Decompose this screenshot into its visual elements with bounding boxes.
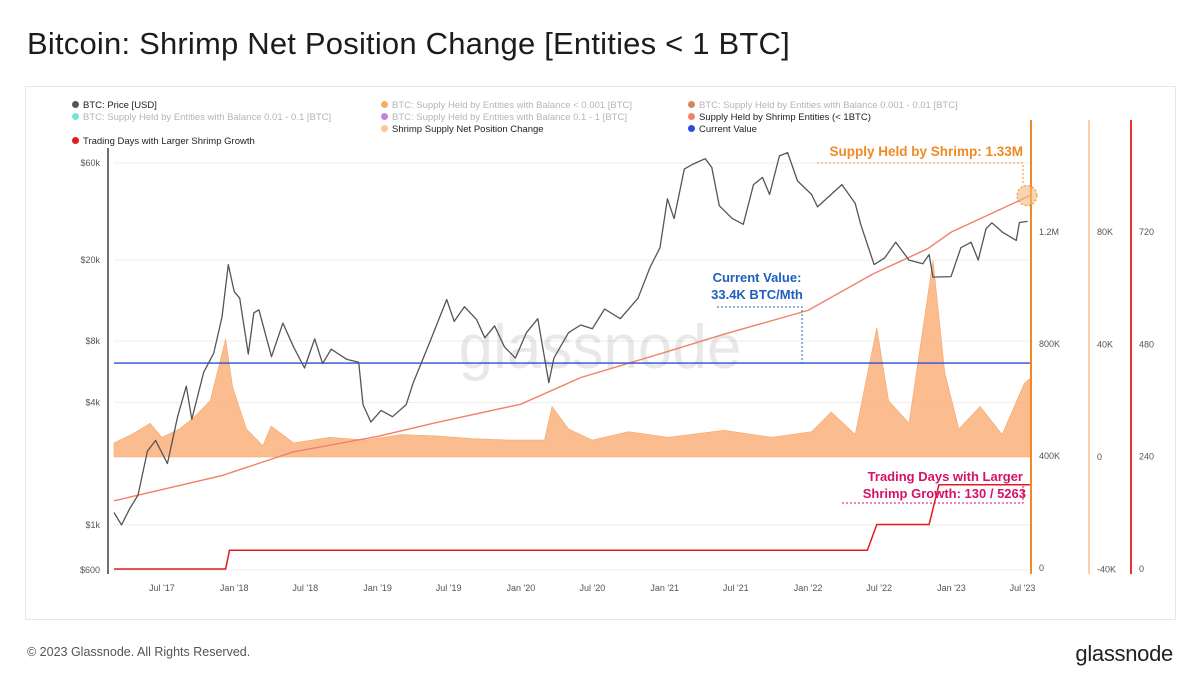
- x-tick-label: Jan '21: [650, 583, 679, 593]
- supply-tick-label: 800K: [1039, 339, 1060, 349]
- x-tick-label: Jul '19: [436, 583, 462, 593]
- price-tick-label: $4k: [85, 397, 100, 407]
- page-title: Bitcoin: Shrimp Net Position Change [Ent…: [27, 26, 790, 61]
- supply-highlight-circle: [1016, 185, 1038, 207]
- legend-label: Trading Days with Larger Shrimp Growth: [83, 136, 255, 147]
- axes: $600 $1k $4k $8k $20k $60k 0 400K 800K 1.2M -40K 0 4…: [80, 120, 1154, 593]
- price-tick-label: $1k: [85, 520, 100, 530]
- legend-item-supply-001-01[interactable]: BTC: Supply Held by Entities with Balanc…: [72, 112, 331, 125]
- supply-tick-label: 0: [1039, 563, 1044, 573]
- legend-label: Shrimp Supply Net Position Change: [392, 124, 544, 135]
- price-series: [113, 151, 1028, 526]
- x-tick-label: Jul '20: [580, 583, 606, 593]
- price-tick-label: $60k: [80, 158, 100, 168]
- legend-marker: [381, 101, 388, 108]
- legend-label: Supply Held by Shrimp Entities (< 1BTC): [699, 112, 871, 123]
- legend-marker: [72, 113, 79, 120]
- legend-item-shrimp-supply[interactable]: Supply Held by Shrimp Entities (< 1BTC): [688, 112, 871, 125]
- legend-item-current-value[interactable]: Current Value: [688, 124, 757, 137]
- current-value-annotation-line1: Current Value:: [713, 270, 802, 285]
- x-tick-label: Jan '22: [794, 583, 823, 593]
- legend-marker: [381, 113, 388, 120]
- x-tick-label: Jan '18: [220, 583, 249, 593]
- legend-item-supply-0001-001[interactable]: BTC: Supply Held by Entities with Balanc…: [688, 100, 958, 113]
- trading-days-tick-label: 480: [1139, 339, 1154, 349]
- annotations: Supply Held by Shrimp: 1.33M Current Valu…: [711, 144, 1038, 504]
- legend-item-net-position-change[interactable]: Shrimp Supply Net Position Change: [381, 124, 544, 137]
- net-change-tick-label: 0: [1097, 452, 1102, 462]
- supply-tick-label: 1.2M: [1039, 227, 1059, 237]
- supply-tick-label: 400K: [1039, 451, 1060, 461]
- legend-label: BTC: Price [USD]: [83, 100, 157, 111]
- trading-days-tick-label: 0: [1139, 564, 1144, 574]
- trading-days-tick-label: 720: [1139, 227, 1154, 237]
- x-tick-label: Jan '20: [507, 583, 536, 593]
- shrimp-supply-line: [113, 194, 1031, 502]
- x-tick-label: Jul '21: [723, 583, 749, 593]
- x-tick-label: Jan '23: [937, 583, 966, 593]
- price-line: [113, 151, 1028, 526]
- net-change-tick-label: 80K: [1097, 227, 1113, 237]
- trading-days-annotation-line2: Shrimp Growth: 130 / 5263: [863, 486, 1026, 501]
- legend-item-trading-days[interactable]: Trading Days with Larger Shrimp Growth: [72, 136, 255, 149]
- x-tick-label: Jan '19: [363, 583, 392, 593]
- chart-panel: BTC: Price [USD] BTC: Supply Held by Ent…: [25, 86, 1176, 620]
- x-tick-label: Jul '18: [292, 583, 318, 593]
- supply-annotation: Supply Held by Shrimp: 1.33M: [829, 144, 1023, 159]
- legend-label: BTC: Supply Held by Entities with Balanc…: [699, 100, 958, 111]
- trading-days-series: [114, 484, 1030, 570]
- legend-marker: [688, 125, 695, 132]
- legend-marker: [72, 101, 79, 108]
- price-tick-label: $8k: [85, 336, 100, 346]
- copyright: © 2023 Glassnode. All Rights Reserved.: [27, 645, 251, 659]
- current-value-annotation-line2: 33.4K BTC/Mth: [711, 287, 803, 302]
- supply-leader-line: [817, 162, 1024, 186]
- legend-marker: [688, 101, 695, 108]
- legend-marker: [381, 125, 388, 132]
- legend-label: BTC: Supply Held by Entities with Balanc…: [392, 112, 627, 123]
- trading-days-tick-label: 240: [1139, 452, 1154, 462]
- trading-days-annotation-line1: Trading Days with Larger: [868, 469, 1023, 484]
- net-change-series: [113, 260, 1031, 458]
- legend-item-supply-01-1[interactable]: BTC: Supply Held by Entities with Balanc…: [381, 112, 627, 125]
- net-change-area: [113, 260, 1031, 458]
- legend-label: Current Value: [699, 124, 757, 135]
- legend-item-price[interactable]: BTC: Price [USD]: [72, 100, 157, 113]
- legend-item-supply-lt-0001[interactable]: BTC: Supply Held by Entities with Balanc…: [381, 100, 632, 113]
- net-change-tick-label: 40K: [1097, 340, 1113, 350]
- legend-label: BTC: Supply Held by Entities with Balanc…: [392, 100, 632, 111]
- trading-days-line: [114, 484, 1030, 570]
- x-tick-label: Jul '23: [1010, 583, 1036, 593]
- net-change-tick-label: -40K: [1097, 565, 1116, 575]
- legend-label: BTC: Supply Held by Entities with Balanc…: [83, 112, 332, 123]
- trading-days-leader-line: [842, 484, 1024, 504]
- price-tick-label: $20k: [80, 255, 100, 265]
- price-tick-label: $600: [80, 565, 100, 575]
- brand-logo: glassnode: [1075, 641, 1173, 666]
- legend-marker: [72, 137, 79, 144]
- shrimp-supply-series: [113, 194, 1031, 502]
- x-tick-label: Jul '22: [866, 583, 892, 593]
- x-tick-label: Jul '17: [149, 583, 175, 593]
- current-value-leader-line: [717, 306, 803, 364]
- legend-marker: [688, 113, 695, 120]
